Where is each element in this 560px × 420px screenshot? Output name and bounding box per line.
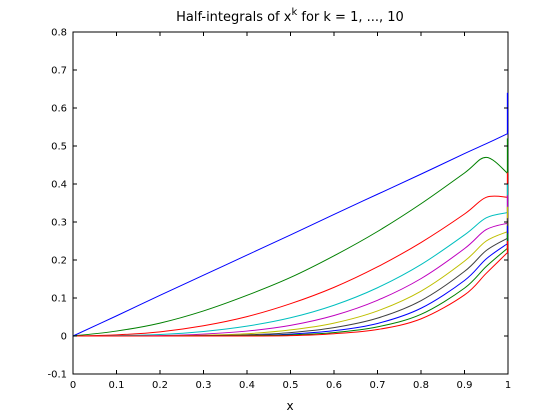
y-axis-ticks: -0.1 0 0.1 0.2 0.3 0.4 0.5 0.6 0.7 0.8: [47, 28, 508, 381]
y-tick-label: 0.8: [51, 28, 67, 39]
y-tick-label: 0.4: [51, 180, 67, 191]
x-tick-label: 0.2: [152, 380, 168, 391]
x-axis-ticks: 0 0.1 0.2 0.3 0.4 0.5 0.6 0.7 0.8 0.9 1: [70, 32, 511, 391]
x-tick-label: 1: [505, 380, 511, 391]
y-tick-label: 0.7: [51, 66, 67, 77]
x-tick-label: 0.5: [283, 380, 299, 391]
chart-title-prefix: Half-integrals of x: [176, 10, 292, 25]
x-tick-label: 0.1: [109, 380, 125, 391]
x-tick-label: 0.7: [370, 380, 386, 391]
series-line-k3: [72, 195, 509, 337]
x-tick-label: 0.4: [239, 380, 255, 391]
y-tick-label: 0: [61, 332, 67, 343]
y-tick-label: 0.5: [51, 142, 67, 153]
x-axis-label: x: [286, 399, 293, 413]
y-tick-label: -0.1: [47, 370, 67, 381]
series-line-k2: [72, 156, 509, 337]
x-tick-label: 0.3: [196, 380, 212, 391]
y-tick-label: 0.3: [51, 218, 67, 229]
chart-title-superscript: k: [291, 7, 297, 18]
series-line-k1: [72, 133, 509, 337]
x-tick-label: 0.6: [326, 380, 342, 391]
x-tick-label: 0.9: [457, 380, 473, 391]
y-tick-label: 0.6: [51, 104, 67, 115]
series-line-k10: [73, 251, 509, 337]
series-line-k4: [72, 212, 509, 337]
chart-title-suffix: for k = 1, ..., 10: [297, 10, 404, 25]
y-tick-label: 0.2: [51, 256, 67, 267]
y-tick-label: 0.1: [51, 294, 67, 305]
chart-title: Half-integrals of xk for k = 1, ..., 10: [176, 7, 404, 25]
x-tick-label: 0: [70, 380, 76, 391]
x-tick-label: 0.8: [413, 380, 429, 391]
